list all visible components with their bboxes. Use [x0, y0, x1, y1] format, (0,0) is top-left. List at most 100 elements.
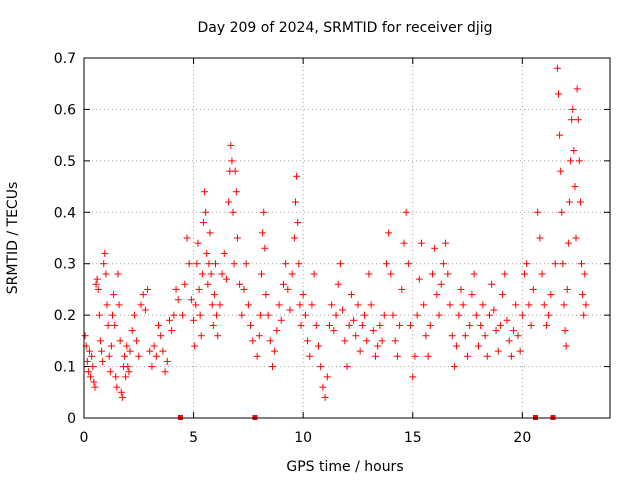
- data-point: [339, 306, 347, 314]
- data-point: [420, 301, 428, 309]
- data-point: [112, 373, 120, 381]
- data-point: [323, 373, 331, 381]
- data-point: [207, 270, 215, 278]
- data-point: [321, 393, 329, 401]
- data-point: [124, 363, 132, 371]
- data-point: [363, 337, 371, 345]
- axis-ticks: 0 0.1 0.2 0.3 0.4 0.5 0.6 0.7 0 5 10 15 20: [54, 51, 610, 446]
- data-point: [393, 352, 401, 360]
- data-point: [562, 342, 570, 350]
- data-point: [466, 321, 474, 329]
- data-point: [426, 321, 434, 329]
- data-point: [240, 285, 248, 293]
- data-point: [247, 321, 255, 329]
- data-point: [284, 285, 292, 293]
- data-point: [521, 270, 529, 278]
- data-point: [103, 301, 111, 309]
- data-point: [222, 275, 230, 283]
- data-point: [575, 157, 583, 165]
- data-point: [499, 291, 507, 299]
- data-point: [367, 301, 375, 309]
- data-point: [354, 301, 362, 309]
- data-point: [185, 260, 193, 268]
- data-points: [81, 64, 590, 420]
- data-point: [122, 373, 130, 381]
- data-point: [229, 208, 237, 216]
- data-point: [81, 332, 89, 340]
- data-point: [99, 357, 107, 365]
- data-point: [496, 321, 504, 329]
- data-point: [286, 306, 294, 314]
- data-point: [365, 270, 373, 278]
- data-point: [464, 352, 472, 360]
- data-point: [523, 260, 531, 268]
- data-point: [542, 321, 550, 329]
- data-point: [492, 327, 500, 335]
- data-point: [209, 321, 217, 329]
- data-point: [195, 285, 203, 293]
- data-point: [389, 311, 397, 319]
- data-point: [570, 147, 578, 155]
- data-point: [558, 208, 566, 216]
- data-point: [96, 337, 104, 345]
- data-point: [288, 270, 296, 278]
- data-point: [161, 368, 169, 376]
- data-point: [573, 85, 581, 93]
- data-point: [282, 260, 290, 268]
- data-point: [512, 301, 520, 309]
- data-point: [271, 347, 279, 355]
- y-tick-label: 0.7: [54, 51, 76, 67]
- data-point: [450, 363, 458, 371]
- data-point: [518, 311, 526, 319]
- y-tick-label: 0: [67, 411, 76, 427]
- data-point: [125, 368, 133, 376]
- data-point: [213, 311, 221, 319]
- data-point: [301, 311, 309, 319]
- data-point: [202, 208, 210, 216]
- data-point: [264, 311, 272, 319]
- data-point: [433, 291, 441, 299]
- data-point: [350, 316, 358, 324]
- data-point: [319, 383, 327, 391]
- data-point: [563, 285, 571, 293]
- data-point: [580, 311, 588, 319]
- data-point: [155, 321, 163, 329]
- data-point: [398, 285, 406, 293]
- data-point: [343, 363, 351, 371]
- data-point: [485, 311, 493, 319]
- data-point: [347, 291, 355, 299]
- data-point: [556, 131, 564, 139]
- data-point: [459, 301, 467, 309]
- data-point: [168, 327, 176, 335]
- data-point: [214, 332, 222, 340]
- data-point: [179, 311, 187, 319]
- data-point: [514, 332, 522, 340]
- data-point: [268, 363, 276, 371]
- data-point: [380, 311, 388, 319]
- data-point: [501, 270, 509, 278]
- data-point: [192, 301, 200, 309]
- data-point: [88, 352, 96, 360]
- data-point: [503, 316, 511, 324]
- data-point: [279, 280, 287, 288]
- data-point: [477, 321, 485, 329]
- data-point: [581, 270, 589, 278]
- data-point: [325, 321, 333, 329]
- data-point: [260, 208, 268, 216]
- y-tick-label: 0.5: [54, 154, 76, 170]
- data-point: [448, 332, 456, 340]
- data-point: [123, 342, 131, 350]
- data-point: [84, 368, 92, 376]
- data-point: [439, 260, 447, 268]
- data-point: [358, 321, 366, 329]
- data-point: [100, 260, 108, 268]
- data-point: [569, 105, 577, 113]
- data-point: [159, 347, 167, 355]
- y-tick-label: 0.6: [54, 102, 76, 118]
- data-point: [87, 373, 95, 381]
- data-point: [554, 90, 562, 98]
- data-point: [139, 291, 147, 299]
- data-point: [275, 301, 283, 309]
- data-point: [472, 311, 480, 319]
